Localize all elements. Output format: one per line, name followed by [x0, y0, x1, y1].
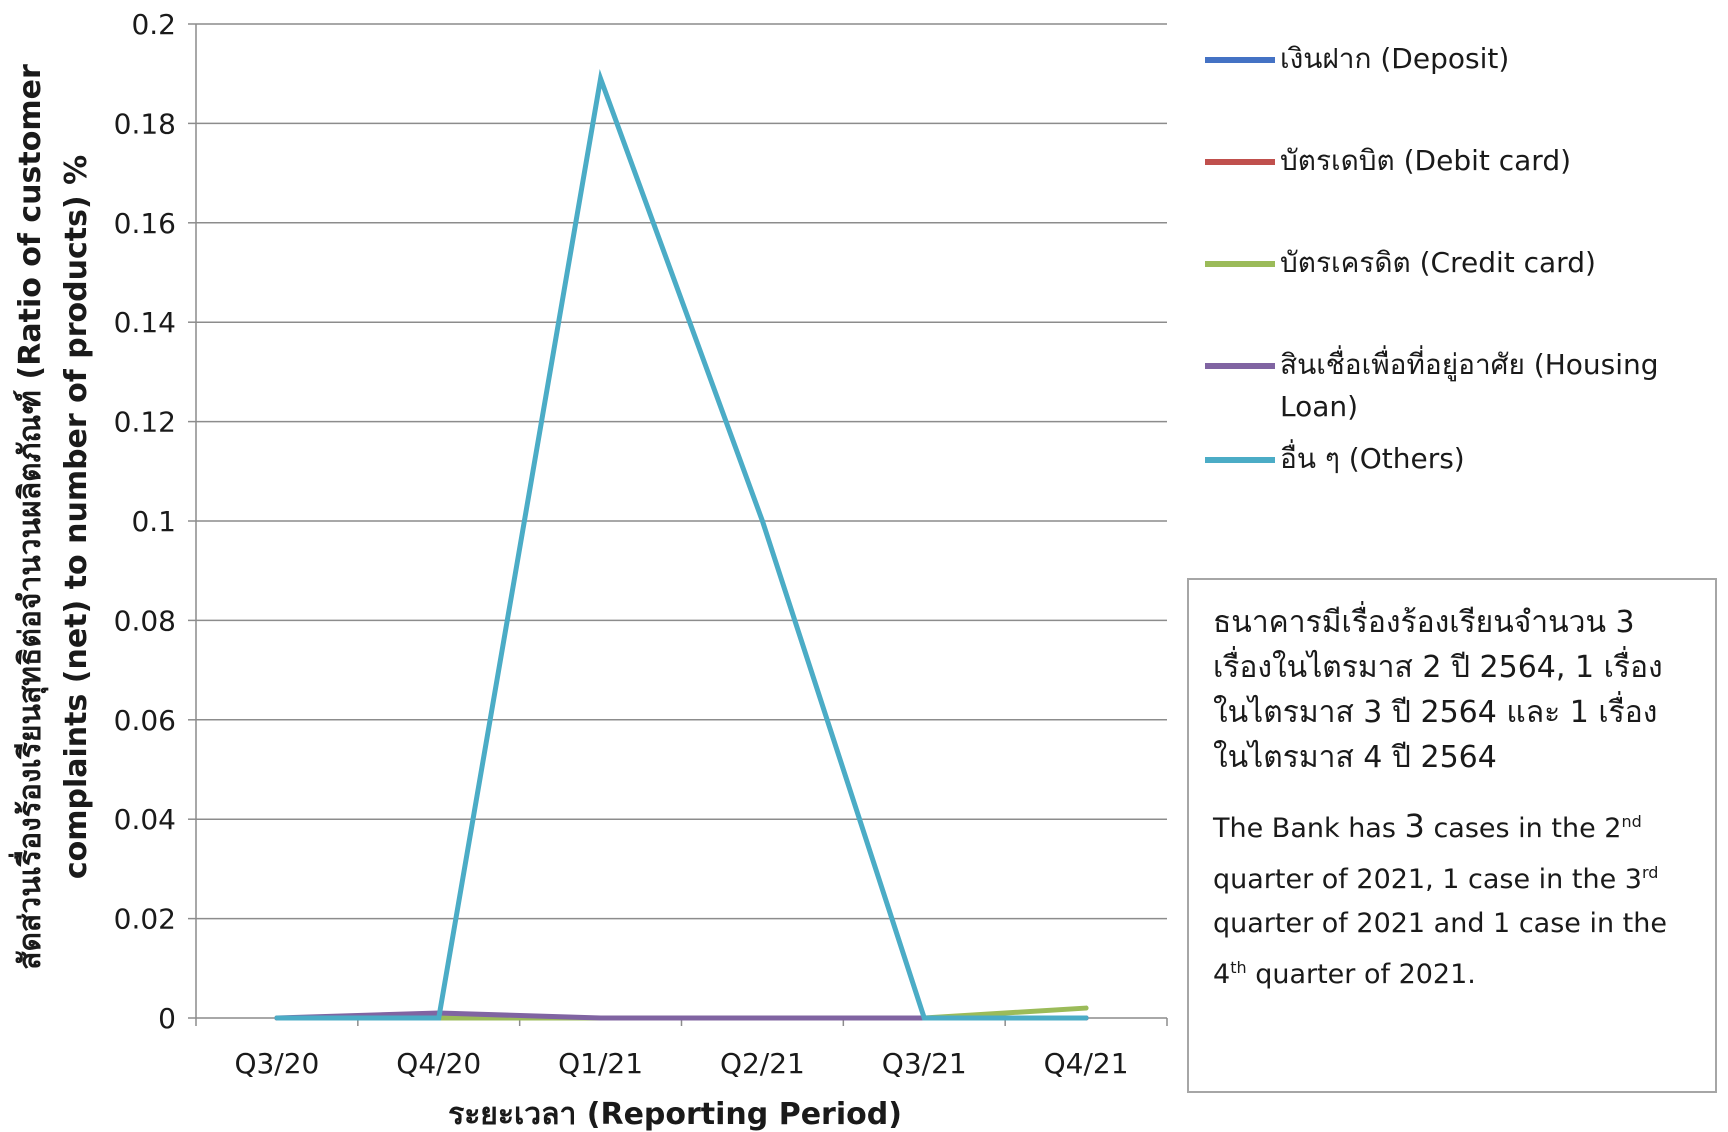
y-tick-label: 0.04 — [114, 803, 176, 836]
legend-swatch — [1205, 261, 1275, 267]
y-tick-label: 0.16 — [114, 207, 176, 240]
legend-item: บัตรเครดิต (Credit card) — [1205, 242, 1725, 284]
annotation-en-part: cases in the 2 — [1424, 813, 1622, 844]
y-axis-title-line1: สัดส่วนเรื่องร้องเรียนสุทธิต่อจำนวนผลิตภ… — [8, 64, 49, 970]
axes — [188, 23, 1168, 1026]
legend-swatch — [1205, 159, 1275, 165]
annotation-en-superscript: nd — [1621, 812, 1642, 831]
annotation-en-superscript: rd — [1641, 863, 1659, 882]
annotation-box: ธนาคารมีเรื่องร้องเรียนจำนวน 3 เรื่องในไ… — [1187, 578, 1717, 1093]
legend-swatch — [1205, 57, 1275, 63]
y-tick-label: 0.08 — [114, 604, 176, 637]
legend-item: สินเชื่อเพื่อที่อยู่อาศัย (Housing Loan) — [1205, 344, 1725, 428]
x-axis-title: ระยะเวลา (Reporting Period) — [448, 1097, 902, 1132]
legend-label: อื่น ๆ (Others) — [1280, 442, 1465, 475]
legend-label: บัตรเครดิต (Credit card) — [1280, 246, 1596, 279]
legend-label: บัตรเดบิต (Debit card) — [1280, 144, 1572, 177]
annotation-english-text: The Bank has 3 cases in the 2nd quarter … — [1213, 800, 1691, 997]
x-tick-label: Q4/20 — [396, 1047, 481, 1080]
gridlines — [196, 23, 1167, 920]
legend-item: เงินฝาก (Deposit) — [1205, 38, 1725, 80]
x-tick-label: Q1/21 — [558, 1047, 643, 1080]
series-lines — [274, 69, 1089, 1021]
x-tick-label: Q4/21 — [1044, 1047, 1129, 1080]
annotation-en-part: quarter of 2021 and 1 case in the 4 — [1213, 908, 1667, 990]
x-tick-label: Q2/21 — [720, 1047, 805, 1080]
y-tick-label: 0.06 — [114, 704, 176, 737]
annotation-en-part: quarter of 2021, 1 case in the 3 — [1213, 864, 1642, 895]
y-tick-label: 0.12 — [114, 406, 176, 439]
y-tick-label: 0.14 — [114, 306, 176, 339]
tick-labels: 0 0.02 0.04 0.06 0.08 0.1 0.12 0.14 0.16 0.18 0.2 Q… — [114, 8, 1129, 1080]
legend-label: เงินฝาก (Deposit) — [1280, 42, 1510, 75]
legend-swatch — [1205, 363, 1275, 369]
annotation-en-number: 3 — [1404, 807, 1425, 845]
legend: เงินฝาก (Deposit) บัตรเดบิต (Debit card) บ… — [1205, 38, 1725, 480]
x-tick-label: Q3/21 — [882, 1047, 967, 1080]
annotation-thai-text: ธนาคารมีเรื่องร้องเรียนจำนวน 3 เรื่องในไ… — [1213, 605, 1663, 775]
y-axis-title-line2: complaints (net) to number of products) … — [59, 155, 94, 879]
legend-item: บัตรเดบิต (Debit card) — [1205, 140, 1725, 182]
annotation-en-part: The Bank has — [1213, 813, 1405, 844]
y-tick-label: 0 — [158, 1002, 176, 1035]
legend-item: อื่น ๆ (Others) — [1205, 438, 1725, 480]
x-tick-label: Q3/20 — [234, 1047, 319, 1080]
legend-swatch — [1205, 457, 1275, 463]
y-tick-label: 0.1 — [131, 505, 176, 538]
legend-label: สินเชื่อเพื่อที่อยู่อาศัย (Housing Loan) — [1280, 348, 1659, 423]
annotation-en-part: quarter of 2021. — [1246, 959, 1476, 990]
y-tick-label: 0.2 — [131, 8, 176, 41]
annotation-en-superscript: th — [1230, 958, 1247, 977]
series-line-4 — [274, 69, 1089, 1021]
y-tick-label: 0.18 — [114, 107, 176, 140]
y-tick-label: 0.02 — [114, 903, 176, 936]
